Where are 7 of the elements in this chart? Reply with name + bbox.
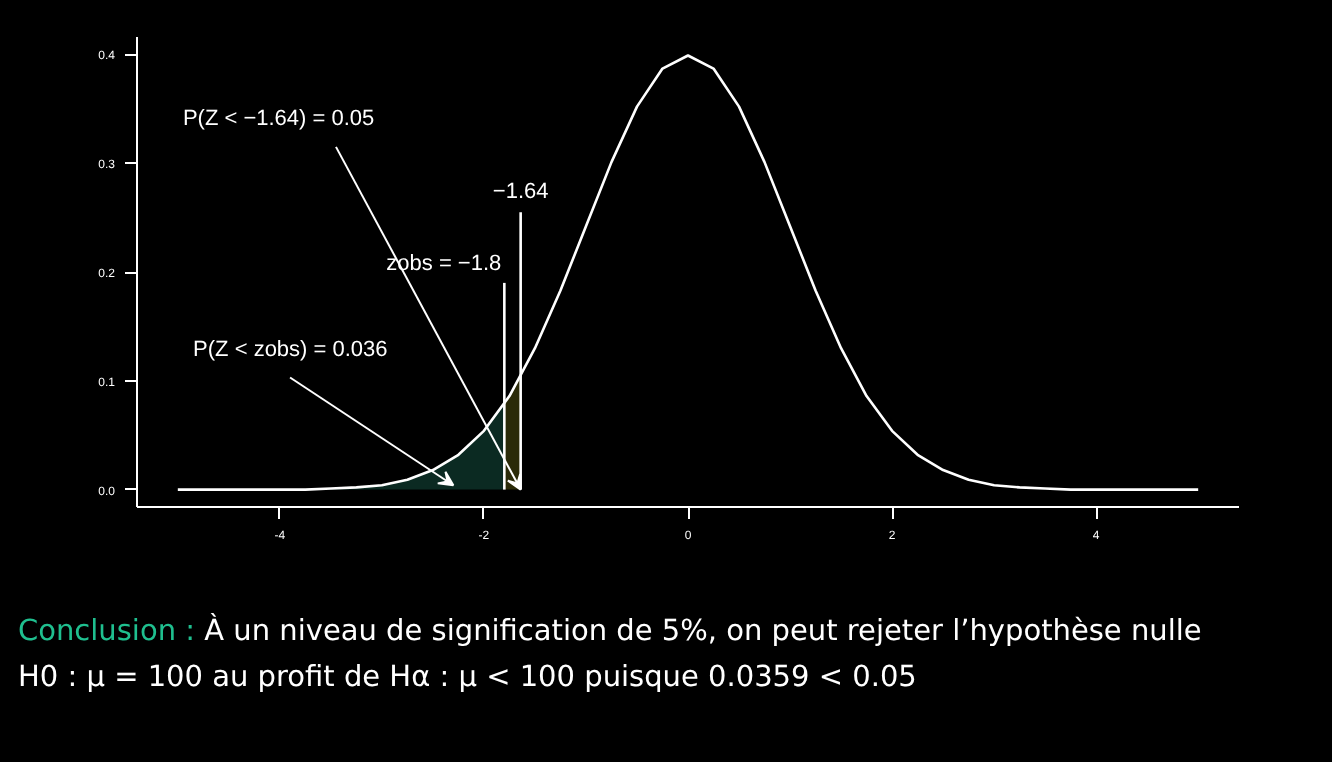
line-series bbox=[176, 54, 1200, 491]
text: H0 : μ = 100 au profit de Hα : μ < 100 puisque 0.0359 < 0.05 bbox=[18, 662, 917, 694]
annotation: P(Z < zobs) = 0.036 bbox=[193, 338, 388, 363]
annotation: P(Z < −1.64) = 0.05 bbox=[182, 106, 375, 131]
annotation: −1.64 bbox=[492, 180, 549, 205]
text: À un niveau de signification de 5%, on peut rejeter l’hypothèse nulle bbox=[204, 616, 1202, 648]
text: Conclusion : bbox=[18, 616, 196, 648]
